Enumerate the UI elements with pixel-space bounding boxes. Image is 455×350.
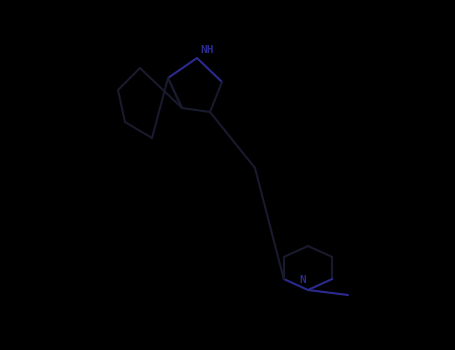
Text: N: N	[300, 275, 306, 285]
Text: NH: NH	[200, 45, 214, 55]
